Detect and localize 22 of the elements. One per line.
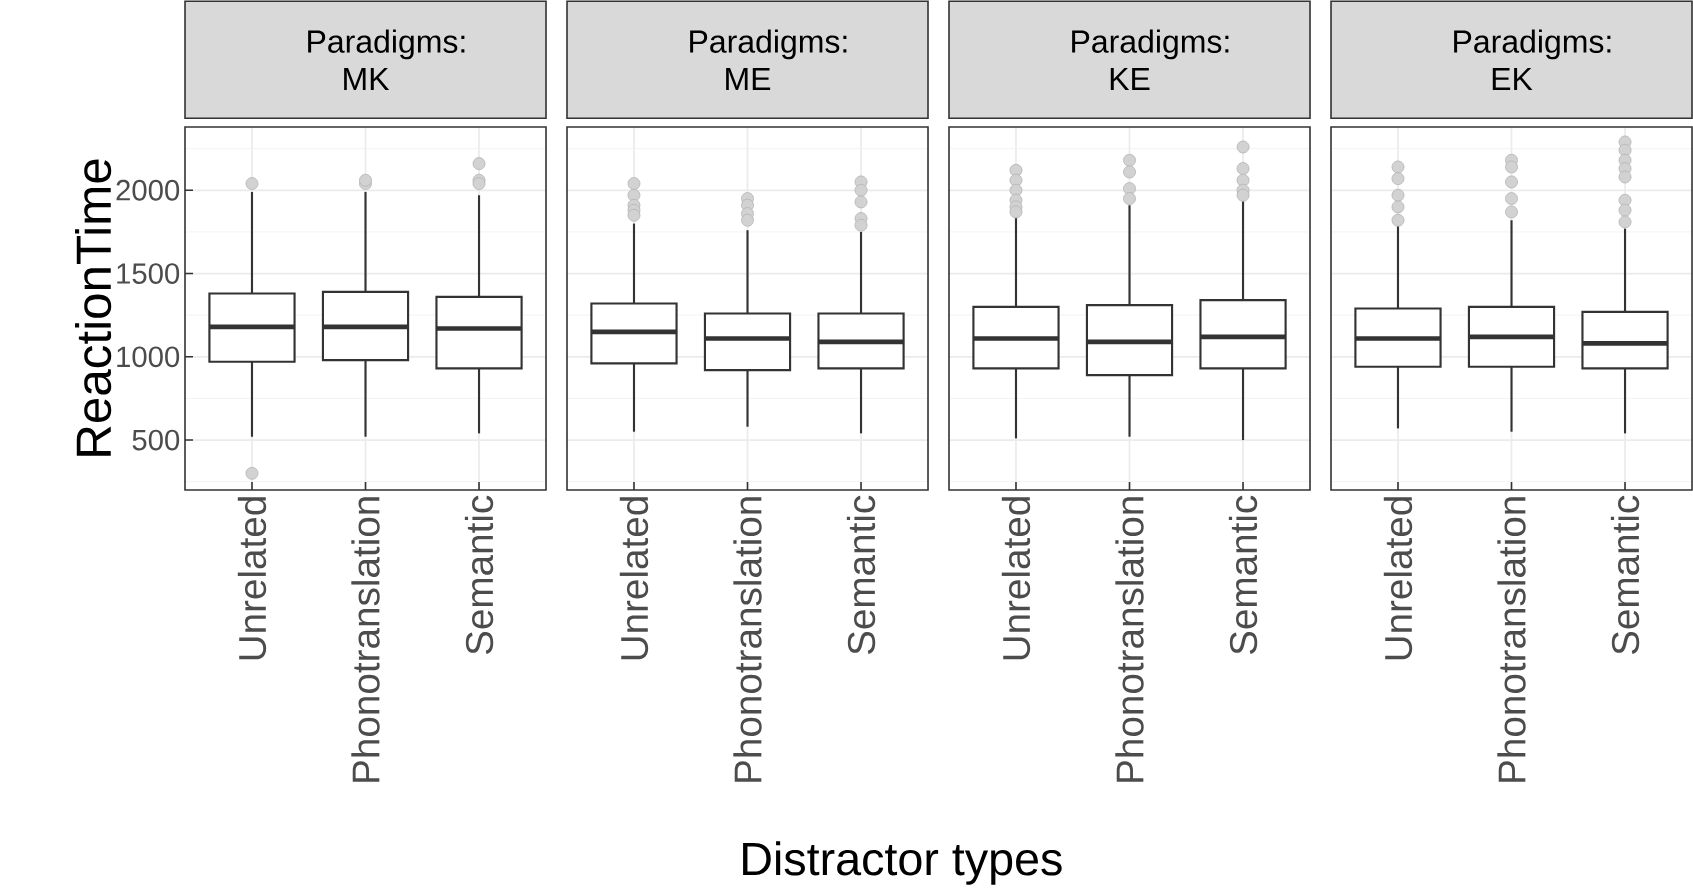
x-tick-label: Unrelated xyxy=(237,497,267,660)
chart-title: Paradigms: MK xyxy=(308,29,465,90)
x-tick-label: Semantic xyxy=(1228,495,1258,655)
y-axis-title: ReactionTime xyxy=(75,159,112,456)
x-tick-label: Semantic xyxy=(846,495,876,655)
x-axis-title: Distractor types xyxy=(743,841,1062,885)
y-tick-label: 500 xyxy=(132,429,180,451)
chart-title: Paradigms: ME xyxy=(690,29,847,90)
x-tick-label: Phonotranslation xyxy=(351,497,380,782)
y-tick-label: 1000 xyxy=(117,346,180,368)
chart-title: Paradigms: KE xyxy=(1072,29,1229,90)
x-tick-label: Unrelated xyxy=(1383,497,1413,660)
y-tick-label: 2000 xyxy=(116,179,180,201)
x-tick-label: Phonotranslation xyxy=(733,497,762,782)
x-tick-label: Semantic xyxy=(464,495,494,655)
chart-title: Paradigms: EK xyxy=(1454,29,1611,90)
y-tick-label: 1500 xyxy=(117,263,180,284)
x-tick-label: Phonotranslation xyxy=(1497,497,1526,782)
x-tick-label: Phonotranslation xyxy=(1115,497,1144,782)
x-tick-label: Semantic xyxy=(1610,495,1640,655)
x-tick-label: Unrelated xyxy=(1001,497,1031,660)
x-tick-label: Unrelated xyxy=(619,497,649,660)
